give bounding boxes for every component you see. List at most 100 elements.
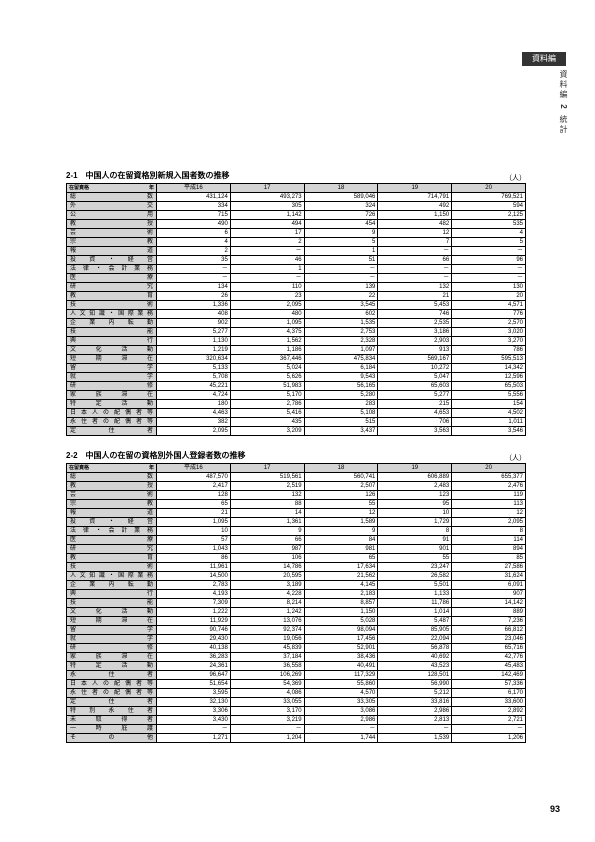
cell: 2,328 xyxy=(304,337,378,346)
row-header: 永住者 xyxy=(67,671,157,680)
cell: 215 xyxy=(378,400,452,409)
cell: 29,430 xyxy=(157,635,231,644)
cell: 480 xyxy=(230,310,304,319)
row-header: 研究 xyxy=(67,545,157,554)
table-row: 宗教65885595113 xyxy=(67,500,526,509)
table-row: 永住者の配偶者等3824355157061,011 xyxy=(67,418,526,427)
cell: 114 xyxy=(452,536,526,545)
cell: 487,570 xyxy=(157,473,231,482)
cell: 8,857 xyxy=(304,599,378,608)
cell: 4,228 xyxy=(230,590,304,599)
table-2: 年 在留資格 平成16 17 18 19 20 総数487,570519,561… xyxy=(66,463,526,743)
cell: 2,095 xyxy=(452,518,526,527)
row-header: 短期滞在 xyxy=(67,355,157,364)
cell: 2,783 xyxy=(157,581,231,590)
cell: 6 xyxy=(157,229,231,238)
cell: 3,306 xyxy=(157,707,231,716)
cell: 4 xyxy=(157,238,231,247)
cell: 4 xyxy=(452,229,526,238)
cell: － xyxy=(157,265,231,274)
row-header: 報道 xyxy=(67,247,157,256)
col-h: 平成16 xyxy=(157,464,231,473)
row-header: 特別永住者 xyxy=(67,707,157,716)
cell: 33,055 xyxy=(230,698,304,707)
cell: 408 xyxy=(157,310,231,319)
row-header: 人文知識・国際業務 xyxy=(67,310,157,319)
row-header: 特定活動 xyxy=(67,662,157,671)
table-row: 医療－－－－－ xyxy=(67,274,526,283)
row-header: 短期滞在 xyxy=(67,617,157,626)
cell: 10 xyxy=(378,509,452,518)
cell: 5,708 xyxy=(157,373,231,382)
cell: 9 xyxy=(304,229,378,238)
row-header: 企業内転勤 xyxy=(67,319,157,328)
cell: 1,219 xyxy=(157,346,231,355)
cell: 4,570 xyxy=(304,689,378,698)
row-header: 人文知識・国際業務 xyxy=(67,572,157,581)
cell: 3,595 xyxy=(157,689,231,698)
cell: 2,095 xyxy=(230,301,304,310)
cell: 11,929 xyxy=(157,617,231,626)
cell: 3,189 xyxy=(230,581,304,590)
cell: 3,020 xyxy=(452,328,526,337)
col-h: 18 xyxy=(304,184,378,193)
cell: 1,336 xyxy=(157,301,231,310)
cell: 32,130 xyxy=(157,698,231,707)
cell: 19,056 xyxy=(230,635,304,644)
cell: 5,133 xyxy=(157,364,231,373)
table-row: 日本人の配偶者等4,4635,4165,1084,6534,502 xyxy=(67,409,526,418)
cell: 493,273 xyxy=(230,193,304,202)
table-row: 研修45,22151,98356,16565,60365,503 xyxy=(67,382,526,391)
cell: － xyxy=(304,725,378,734)
table-row: 留学5,1335,0246,18410,27214,342 xyxy=(67,364,526,373)
page-number: 93 xyxy=(550,804,560,814)
cell: 12 xyxy=(452,509,526,518)
cell: 2,535 xyxy=(378,319,452,328)
cell: 119 xyxy=(452,491,526,500)
cell: 96 xyxy=(452,256,526,265)
row-header: 一時庇護 xyxy=(67,725,157,734)
cell: 4,375 xyxy=(230,328,304,337)
cell: 9,543 xyxy=(304,373,378,382)
table-row: 就学29,43019,05617,45622,09423,046 xyxy=(67,635,526,644)
cell: － xyxy=(452,265,526,274)
row-header: 永住者の配偶者等 xyxy=(67,418,157,427)
table-row: 定住者2,0953,2093,4373,5633,546 xyxy=(67,427,526,436)
cell: 902 xyxy=(157,319,231,328)
cell: 88 xyxy=(230,500,304,509)
cell: 594 xyxy=(452,202,526,211)
cell: 56,165 xyxy=(304,382,378,391)
cell: 2,903 xyxy=(378,337,452,346)
cell: 2,570 xyxy=(452,319,526,328)
cell: 1,589 xyxy=(304,518,378,527)
cell: 334 xyxy=(157,202,231,211)
cell: 40,138 xyxy=(157,644,231,653)
table-row: 文化活動1,2191,1861,097913786 xyxy=(67,346,526,355)
cell: 987 xyxy=(230,545,304,554)
cell: 132 xyxy=(378,283,452,292)
cell: 12 xyxy=(304,509,378,518)
row-header: 投資・経営 xyxy=(67,518,157,527)
cell: 2 xyxy=(157,247,231,256)
row-header: 日本人の配偶者等 xyxy=(67,680,157,689)
cell: 56,990 xyxy=(378,680,452,689)
cell: 66 xyxy=(230,536,304,545)
row-header: 総数 xyxy=(67,473,157,482)
cell: － xyxy=(452,725,526,734)
cell: 715 xyxy=(157,211,231,220)
cell: 3,563 xyxy=(378,427,452,436)
table-row: 宗教42575 xyxy=(67,238,526,247)
cell: 435 xyxy=(230,418,304,427)
cell: 20,595 xyxy=(230,572,304,581)
cell: 606,889 xyxy=(378,473,452,482)
row-header: 家族滞在 xyxy=(67,653,157,662)
row-header: 芸術 xyxy=(67,229,157,238)
cell: 40,491 xyxy=(304,662,378,671)
cell: 134 xyxy=(157,283,231,292)
row-header: 永住者の配偶者等 xyxy=(67,689,157,698)
row-header: 留学 xyxy=(67,364,157,373)
corner-cell: 年 在留資格 xyxy=(67,464,157,473)
cell: 117,329 xyxy=(304,671,378,680)
cell: 96,647 xyxy=(157,671,231,680)
cell: － xyxy=(452,247,526,256)
